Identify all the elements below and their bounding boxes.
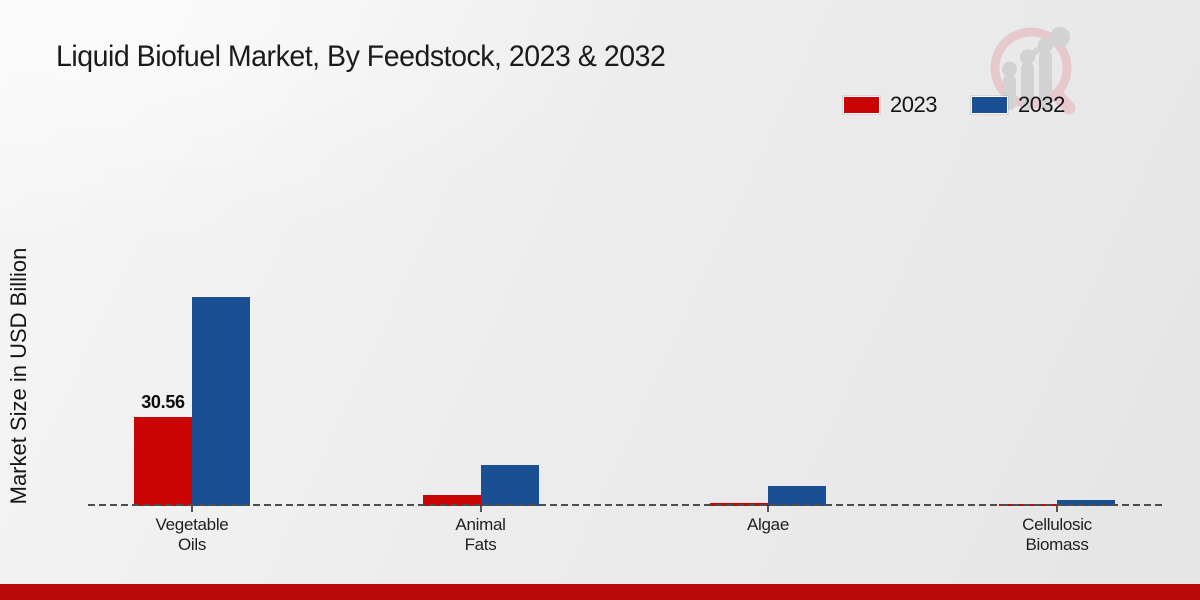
legend-item-2032: 2032 xyxy=(970,92,1065,118)
zero-baseline xyxy=(88,504,1163,506)
legend-label-2032: 2032 xyxy=(1017,92,1065,117)
legend: 2023 2032 xyxy=(843,92,1065,118)
bar-2032-algae xyxy=(768,485,826,506)
legend-swatch-2023 xyxy=(843,96,880,114)
growth-bars-icon xyxy=(1002,27,1070,110)
legend-swatch-2032 xyxy=(970,96,1008,114)
category-label-cellulosic-biomass: Cellulosic Biomass xyxy=(1022,515,1092,554)
bar-2032-animal-fats xyxy=(480,465,539,506)
x-axis-tick-algae xyxy=(767,506,769,512)
y-axis-label: Market Size in USD Billion xyxy=(6,247,31,505)
x-axis-tick-cellulosic-biomass xyxy=(1056,506,1058,512)
bar-value-label: 30.56 xyxy=(141,392,185,412)
category-label-vegetable-oils: Vegetable Oils xyxy=(155,515,229,554)
legend-item-2023: 2023 xyxy=(843,92,937,118)
chart-title: Liquid Biofuel Market, By Feedstock, 202… xyxy=(56,40,666,73)
footer-band xyxy=(0,584,1200,600)
bar-2023-animal-fats xyxy=(422,494,481,506)
bar-2032-vegetable-oils xyxy=(192,296,250,506)
x-axis-tick-animal-fats xyxy=(479,506,482,512)
plot-area: 30.56 Vegetable Oils Animal Fats Algae Cellul… xyxy=(88,230,1163,554)
brand-watermark-logo xyxy=(990,27,1076,115)
category-label-algae: Algae xyxy=(747,515,789,534)
category-label-animal-fats: Animal Fats xyxy=(455,515,506,554)
x-axis-tick-vegetable-oils xyxy=(191,506,193,512)
bar-2032-cellulosic-biomass xyxy=(1057,499,1115,506)
bar-2023-vegetable-oils xyxy=(134,417,192,506)
legend-label-2023: 2023 xyxy=(890,92,937,117)
